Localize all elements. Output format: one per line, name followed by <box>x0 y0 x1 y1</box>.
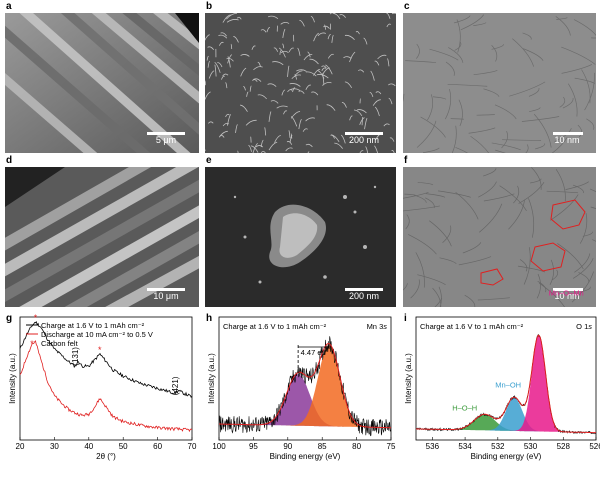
orbital-label-i: s <box>588 322 592 331</box>
peak-label-hoh: H–O–H <box>452 403 477 412</box>
scale-label-b: 200 nm <box>348 135 380 145</box>
x-tick-label-h: 80 <box>352 442 361 451</box>
sem-fibers-d <box>5 167 199 307</box>
peak-annotation: (421) <box>171 376 180 395</box>
raw-data-i <box>415 333 596 435</box>
splitting-label-h: 4.47 eV <box>301 348 327 357</box>
x-tick-label-i: 536 <box>426 442 440 451</box>
x-tick-label-i: 526 <box>589 442 600 451</box>
x-tick-label-g: 40 <box>84 442 93 451</box>
sem-image-e: 200 nm <box>205 167 396 307</box>
sem-image-b: 200 nm <box>205 13 396 153</box>
x-axis-label-g: 2θ (°) <box>96 452 116 461</box>
y-axis-label-g: Intensity (a.u.) <box>8 353 17 404</box>
peak-annotation: (131) <box>71 347 80 366</box>
fit-envelope-h <box>219 342 391 429</box>
panel-letter-b: b <box>206 1 213 12</box>
peak-component-h-1 <box>219 345 391 428</box>
y-axis-label-i: Intensity (a.u.) <box>404 353 413 404</box>
highlight-region-3 <box>480 268 504 286</box>
legend-swatch-carbon-felt: * <box>30 339 34 349</box>
sem-fibers-a <box>5 13 199 153</box>
panel-letter-f: f <box>404 155 408 166</box>
chart-title-i: Charge at 1.6 V to 1 mAh cm⁻² <box>420 322 524 331</box>
scale-label-f: 10 nm <box>554 291 580 301</box>
x-tick-label-i: 532 <box>491 442 505 451</box>
sem-image-a: 5 μm <box>5 13 199 153</box>
tem-image-f: 10 nm <box>403 167 596 307</box>
tem-image-c: 10 nm <box>403 13 596 153</box>
scalebar-a <box>147 132 185 135</box>
tem-texture-f <box>403 167 596 307</box>
x-axis-label-h: Binding energy (eV) <box>270 452 341 461</box>
plot-frame-g <box>19 316 193 441</box>
panel-letter-a: a <box>6 1 12 12</box>
x-tick-label-h: 90 <box>283 442 292 451</box>
panel-letter-i: i <box>404 313 407 324</box>
scale-label-e: 200 nm <box>348 291 380 301</box>
series-line-discharge <box>19 340 193 433</box>
x-tick-label-g: 20 <box>16 442 25 451</box>
y-axis-label-h: Intensity (a.u.) <box>207 353 216 404</box>
x-tick-label-g: 70 <box>188 442 197 451</box>
peak-component-i-2 <box>416 335 596 433</box>
x-tick-label-h: 75 <box>387 442 396 451</box>
panel-letter-g: g <box>6 313 13 324</box>
scalebar-d <box>147 288 185 291</box>
legend-label-carbon-felt: Carbon felt <box>41 339 79 348</box>
peak-label-mnoh: Mn–OH <box>495 381 521 390</box>
peak-component-i-0 <box>416 414 596 433</box>
peak-component-h-0 <box>219 374 391 428</box>
orbital-label-h: s <box>383 322 387 331</box>
scalebar-c <box>553 132 583 135</box>
panel-letter-d: d <box>6 155 13 166</box>
chart-title-h: Charge at 1.6 V to 1 mAh cm⁻² <box>223 322 327 331</box>
peak-component-i-1 <box>416 397 596 433</box>
x-tick-label-h: 95 <box>249 442 258 451</box>
x-tick-label-i: 534 <box>458 442 472 451</box>
x-tick-label-i: 530 <box>524 442 538 451</box>
tem-texture-c <box>403 13 596 153</box>
highlight-region-1 <box>550 199 586 230</box>
x-tick-label-g: 30 <box>50 442 59 451</box>
x-tick-label-g: 60 <box>153 442 162 451</box>
x-tick-label-g: 50 <box>119 442 128 451</box>
carbon-felt-marker: * <box>34 313 38 323</box>
scalebar-e <box>345 288 383 291</box>
x-tick-label-h: 100 <box>212 442 226 451</box>
legend-label-discharge: Discharge at 10 mA cm⁻² to 0.5 V <box>41 330 153 339</box>
raw-data-h <box>218 336 391 437</box>
scale-label-a: 5 μm <box>155 135 177 145</box>
plot-frame-i <box>415 316 597 441</box>
sem-image-d: 10 μm <box>5 167 199 307</box>
scalebar-b <box>345 132 383 135</box>
element-label-h: Mn 3s <box>367 322 388 331</box>
x-tick-label-i: 528 <box>557 442 571 451</box>
x-axis-label-i: Binding energy (eV) <box>471 452 542 461</box>
plot-frame-h <box>218 316 392 441</box>
panel-letter-e: e <box>206 155 212 166</box>
highlight-region-2 <box>530 242 566 272</box>
sem-aggregate-e <box>205 167 396 307</box>
carbon-felt-marker: * <box>98 345 102 355</box>
x-tick-label-h: 85 <box>318 442 327 451</box>
legend-label-charge: Charge at 1.6 V to 1 mAh cm⁻² <box>41 321 145 330</box>
scalebar-f <box>553 288 583 291</box>
scale-label-d: 10 μm <box>153 291 179 301</box>
scale-label-c: 10 nm <box>554 135 580 145</box>
panel-letter-h: h <box>206 313 213 324</box>
sem-nanosheets-b <box>205 13 396 153</box>
panel-letter-c: c <box>404 1 410 12</box>
fit-envelope-i <box>416 334 596 434</box>
series-line-charge <box>19 321 193 398</box>
element-label-i: O 1s <box>576 322 592 331</box>
